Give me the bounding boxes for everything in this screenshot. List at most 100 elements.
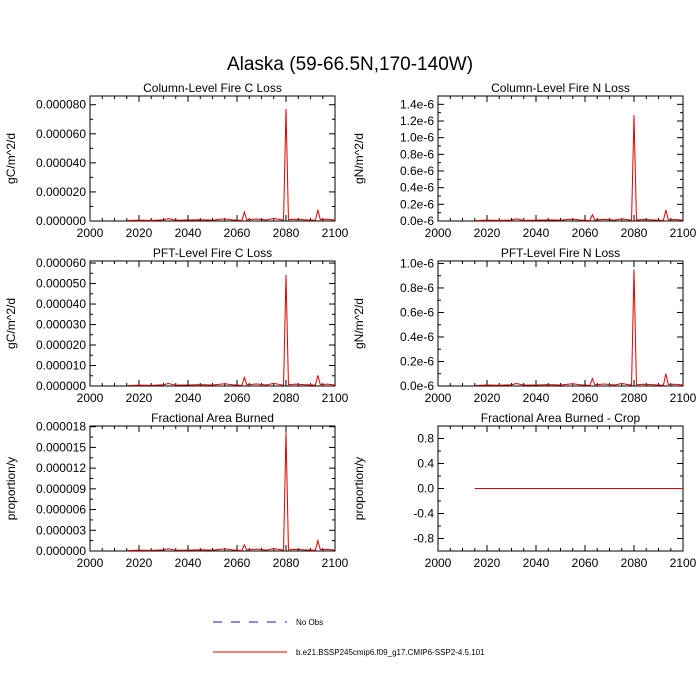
y-tick-label: 0.000020	[36, 338, 86, 352]
panel-title: Fractional Area Burned - Crop	[481, 411, 641, 425]
legend: No Obs b.e21.BSSP245cmip6.f09_g17.CMIP6-…	[213, 618, 485, 657]
x-tick-label: 2040	[175, 391, 202, 405]
x-tick-label: 2100	[322, 391, 349, 405]
y-tick-label: 0.000000	[36, 544, 86, 558]
series-line	[126, 108, 336, 222]
y-tick-label: 0.6e-6	[400, 305, 434, 319]
x-tick-label: 2060	[572, 391, 599, 405]
y-tick-label: 0.000003	[36, 523, 86, 537]
legend-model-label: b.e21.BSSP245cmip6.f09_g17.CMIP6-SSP2-4.…	[296, 648, 485, 657]
y-tick-label: 0.0e-6	[400, 214, 434, 228]
x-tick-label: 2020	[126, 556, 153, 570]
figure-title: Alaska (59-66.5N,170-140W)	[227, 54, 473, 75]
y-axis-label: gN/m^2/d	[352, 133, 366, 184]
y-axis-label: proportion/y	[352, 457, 366, 520]
x-tick-label: 2080	[273, 226, 300, 240]
x-tick-label: 2080	[273, 556, 300, 570]
x-tick-label: 2000	[77, 226, 104, 240]
y-tick-label: 0.000015	[36, 440, 86, 454]
x-tick-label: 2000	[425, 226, 452, 240]
chart-panel-4: PFT-Level Fire N Loss gN/m^2/d 2000 2020 204…	[352, 246, 697, 405]
y-tick-label: 0.0e-6	[400, 379, 434, 393]
y-tick-label: 0.4e-6	[400, 330, 434, 344]
y-tick-label: 0.000040	[36, 297, 86, 311]
x-tick-label: 2000	[425, 391, 452, 405]
y-tick-label: 0.000060	[36, 256, 86, 270]
plot-frame	[437, 260, 684, 387]
y-tick-label: 0.000060	[36, 127, 86, 141]
x-tick-label: 2100	[322, 226, 349, 240]
x-tick-label: 2080	[621, 556, 648, 570]
chart-panel-5: Fractional Area Burned proportion/y 2000 20…	[4, 411, 349, 570]
y-tick-label: 0.000012	[36, 461, 86, 475]
y-tick-label: 1.0e-6	[400, 131, 434, 145]
chart-panel-1: Column-Level Fire C Loss gC/m^2/d 2000 2020…	[4, 81, 349, 240]
panel-title: Column-Level Fire C Loss	[143, 81, 282, 95]
y-tick-label: 0.000080	[36, 98, 86, 112]
panel-title: Column-Level Fire N Loss	[491, 81, 630, 95]
x-tick-label: 2060	[224, 226, 251, 240]
x-tick-label: 2060	[224, 391, 251, 405]
y-tick-label: 0.0	[417, 482, 434, 496]
x-tick-label: 2080	[621, 226, 648, 240]
chart-panels: Column-Level Fire C Loss gC/m^2/d 2000 2020…	[4, 81, 697, 570]
chart-panel-6: Fractional Area Burned - Crop proportion/…	[352, 411, 697, 570]
series-line	[126, 432, 336, 552]
chart-panel-2: Column-Level Fire N Loss gN/m^2/d 2000 2020…	[352, 81, 697, 240]
x-tick-label: 2020	[474, 556, 501, 570]
y-tick-label: -0.8	[413, 532, 434, 546]
x-tick-label: 2100	[322, 556, 349, 570]
x-tick-label: 2020	[126, 226, 153, 240]
panel-title: PFT-Level Fire C Loss	[153, 246, 272, 260]
plot-frame	[89, 95, 336, 222]
x-tick-label: 2080	[273, 391, 300, 405]
y-axis-label: gN/m^2/d	[352, 298, 366, 349]
plot-frame	[437, 95, 684, 222]
y-axis-label: gC/m^2/d	[4, 298, 18, 349]
y-tick-label: 0.2e-6	[400, 354, 434, 368]
y-tick-label: 0.000020	[36, 185, 86, 199]
y-axis-label: gC/m^2/d	[4, 133, 18, 184]
y-tick-label: 0.8e-6	[400, 281, 434, 295]
y-tick-label: 0.000010	[36, 359, 86, 373]
y-tick-label: 0.000009	[36, 482, 86, 496]
y-tick-label: 0.000050	[36, 277, 86, 291]
y-tick-label: 0.8e-6	[400, 147, 434, 161]
series-line	[474, 115, 684, 222]
y-tick-label: -0.4	[413, 507, 434, 521]
x-tick-label: 2040	[523, 226, 550, 240]
y-tick-label: 1.4e-6	[400, 97, 434, 111]
legend-obs-label: No Obs	[296, 618, 323, 627]
x-tick-label: 2000	[425, 556, 452, 570]
y-tick-label: 0.8	[417, 432, 434, 446]
x-tick-label: 2080	[621, 391, 648, 405]
y-tick-label: 0.000040	[36, 156, 86, 170]
x-tick-label: 2100	[670, 556, 697, 570]
x-tick-label: 2000	[77, 556, 104, 570]
x-tick-label: 2000	[77, 391, 104, 405]
x-tick-label: 2020	[126, 391, 153, 405]
y-tick-label: 0.000030	[36, 318, 86, 332]
plot-frame	[89, 260, 336, 387]
x-tick-label: 2040	[523, 391, 550, 405]
y-tick-label: 0.6e-6	[400, 164, 434, 178]
x-tick-label: 2040	[523, 556, 550, 570]
x-tick-label: 2020	[474, 226, 501, 240]
y-tick-label: 0.4e-6	[400, 181, 434, 195]
chart-panel-3: PFT-Level Fire C Loss gC/m^2/d 2000 2020 204…	[4, 246, 349, 405]
series-line	[126, 274, 336, 387]
y-tick-label: 0.000000	[36, 379, 86, 393]
x-tick-label: 2060	[572, 556, 599, 570]
x-tick-label: 2020	[474, 391, 501, 405]
panel-title: Fractional Area Burned	[151, 411, 274, 425]
y-tick-label: 0.000018	[36, 420, 86, 434]
x-tick-label: 2060	[572, 226, 599, 240]
panel-title: PFT-Level Fire N Loss	[501, 246, 620, 260]
y-tick-label: 1.0e-6	[400, 256, 434, 270]
plot-frame	[89, 425, 336, 552]
x-tick-label: 2100	[670, 226, 697, 240]
x-tick-label: 2060	[224, 556, 251, 570]
x-tick-label: 2100	[670, 391, 697, 405]
y-tick-label: 1.2e-6	[400, 114, 434, 128]
